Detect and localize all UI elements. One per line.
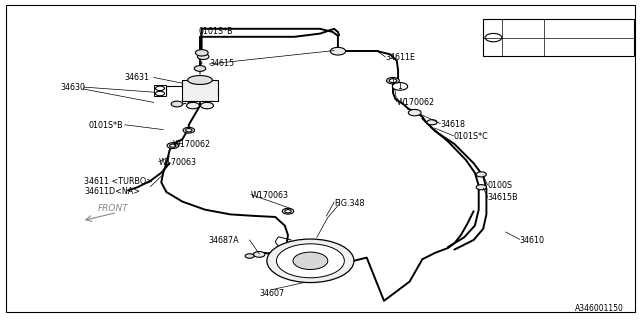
Circle shape [197, 54, 209, 60]
Text: 0101S*B: 0101S*B [198, 28, 233, 36]
Circle shape [170, 144, 176, 147]
Text: ( -'11MY1007): ( -'11MY1007) [546, 25, 595, 31]
Circle shape [276, 244, 344, 278]
Circle shape [172, 101, 183, 107]
Bar [182, 80, 218, 101]
Circle shape [389, 79, 397, 83]
Circle shape [156, 91, 164, 96]
Text: 34611D<NA>: 34611D<NA> [84, 187, 141, 196]
Text: 34611 <TURBO>: 34611 <TURBO> [84, 177, 154, 186]
Text: W170062: W170062 [397, 98, 435, 107]
Text: FRONT: FRONT [98, 204, 129, 213]
Text: 34607: 34607 [259, 289, 285, 298]
Text: 34615B: 34615B [488, 193, 518, 202]
Circle shape [200, 102, 213, 109]
Text: ('11MY1008- ): ('11MY1008- ) [546, 43, 595, 49]
Circle shape [485, 33, 502, 42]
Text: 34610: 34610 [520, 236, 545, 245]
Circle shape [387, 77, 399, 84]
Text: 0101S*A: 0101S*A [504, 25, 536, 31]
Circle shape [195, 50, 208, 56]
Circle shape [253, 252, 265, 257]
Text: 34687A: 34687A [208, 236, 239, 245]
Text: 34618: 34618 [440, 120, 465, 129]
Circle shape [293, 252, 328, 269]
Ellipse shape [188, 76, 212, 84]
Text: 1: 1 [397, 82, 403, 91]
Text: 34631: 34631 [125, 73, 150, 82]
Text: 34615: 34615 [209, 60, 234, 68]
Circle shape [183, 127, 195, 133]
Circle shape [285, 210, 291, 213]
Circle shape [427, 120, 437, 125]
Circle shape [186, 129, 192, 132]
Circle shape [187, 102, 200, 109]
Text: W170062: W170062 [173, 140, 211, 149]
Text: W170063: W170063 [251, 191, 289, 200]
Bar [154, 85, 166, 96]
Text: 34630: 34630 [61, 83, 86, 92]
Circle shape [476, 185, 486, 190]
Circle shape [282, 208, 294, 214]
Circle shape [330, 47, 346, 55]
Circle shape [156, 86, 164, 91]
Text: 1: 1 [491, 33, 496, 42]
Text: 0100S: 0100S [488, 181, 513, 190]
Circle shape [392, 83, 408, 90]
Circle shape [167, 143, 179, 148]
Bar [483, 19, 634, 56]
Circle shape [267, 239, 354, 283]
Text: FIG.348: FIG.348 [334, 199, 365, 208]
Circle shape [245, 254, 254, 258]
Text: 0101S*B: 0101S*B [88, 121, 123, 130]
Text: W170063: W170063 [159, 158, 196, 167]
Circle shape [195, 66, 206, 71]
Text: A346001150: A346001150 [575, 304, 624, 313]
Text: 34611E: 34611E [385, 53, 415, 62]
Circle shape [408, 109, 421, 116]
Circle shape [476, 172, 486, 177]
Text: A60685: A60685 [504, 43, 532, 49]
Text: 0101S*C: 0101S*C [453, 132, 488, 141]
